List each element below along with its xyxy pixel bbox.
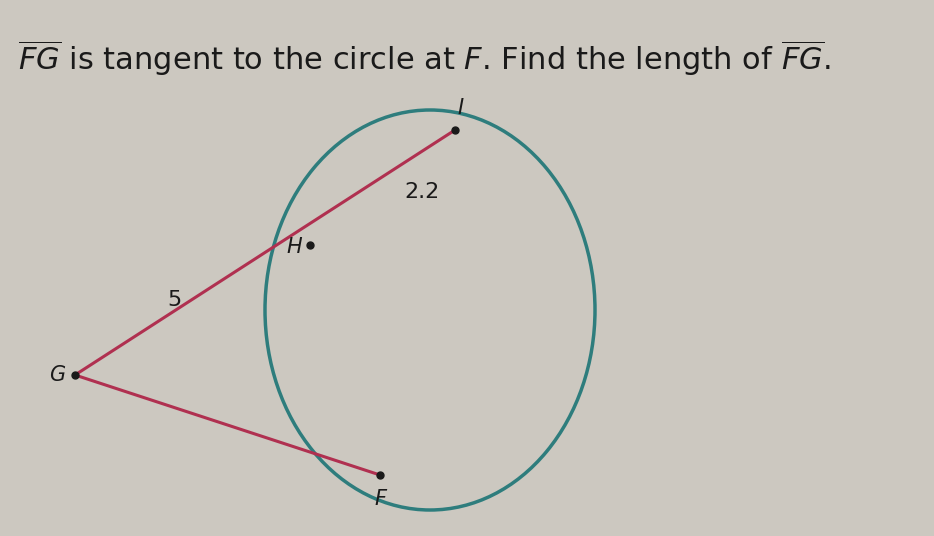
Text: 5: 5 <box>167 290 181 310</box>
Text: I: I <box>457 98 463 118</box>
Text: 2.2: 2.2 <box>404 182 440 203</box>
Text: H: H <box>286 237 302 257</box>
Text: $\overline{FG}$ is tangent to the circle at $F$. Find the length of $\overline{F: $\overline{FG}$ is tangent to the circle… <box>18 38 830 78</box>
Text: F: F <box>374 489 386 509</box>
Text: G: G <box>49 365 65 385</box>
